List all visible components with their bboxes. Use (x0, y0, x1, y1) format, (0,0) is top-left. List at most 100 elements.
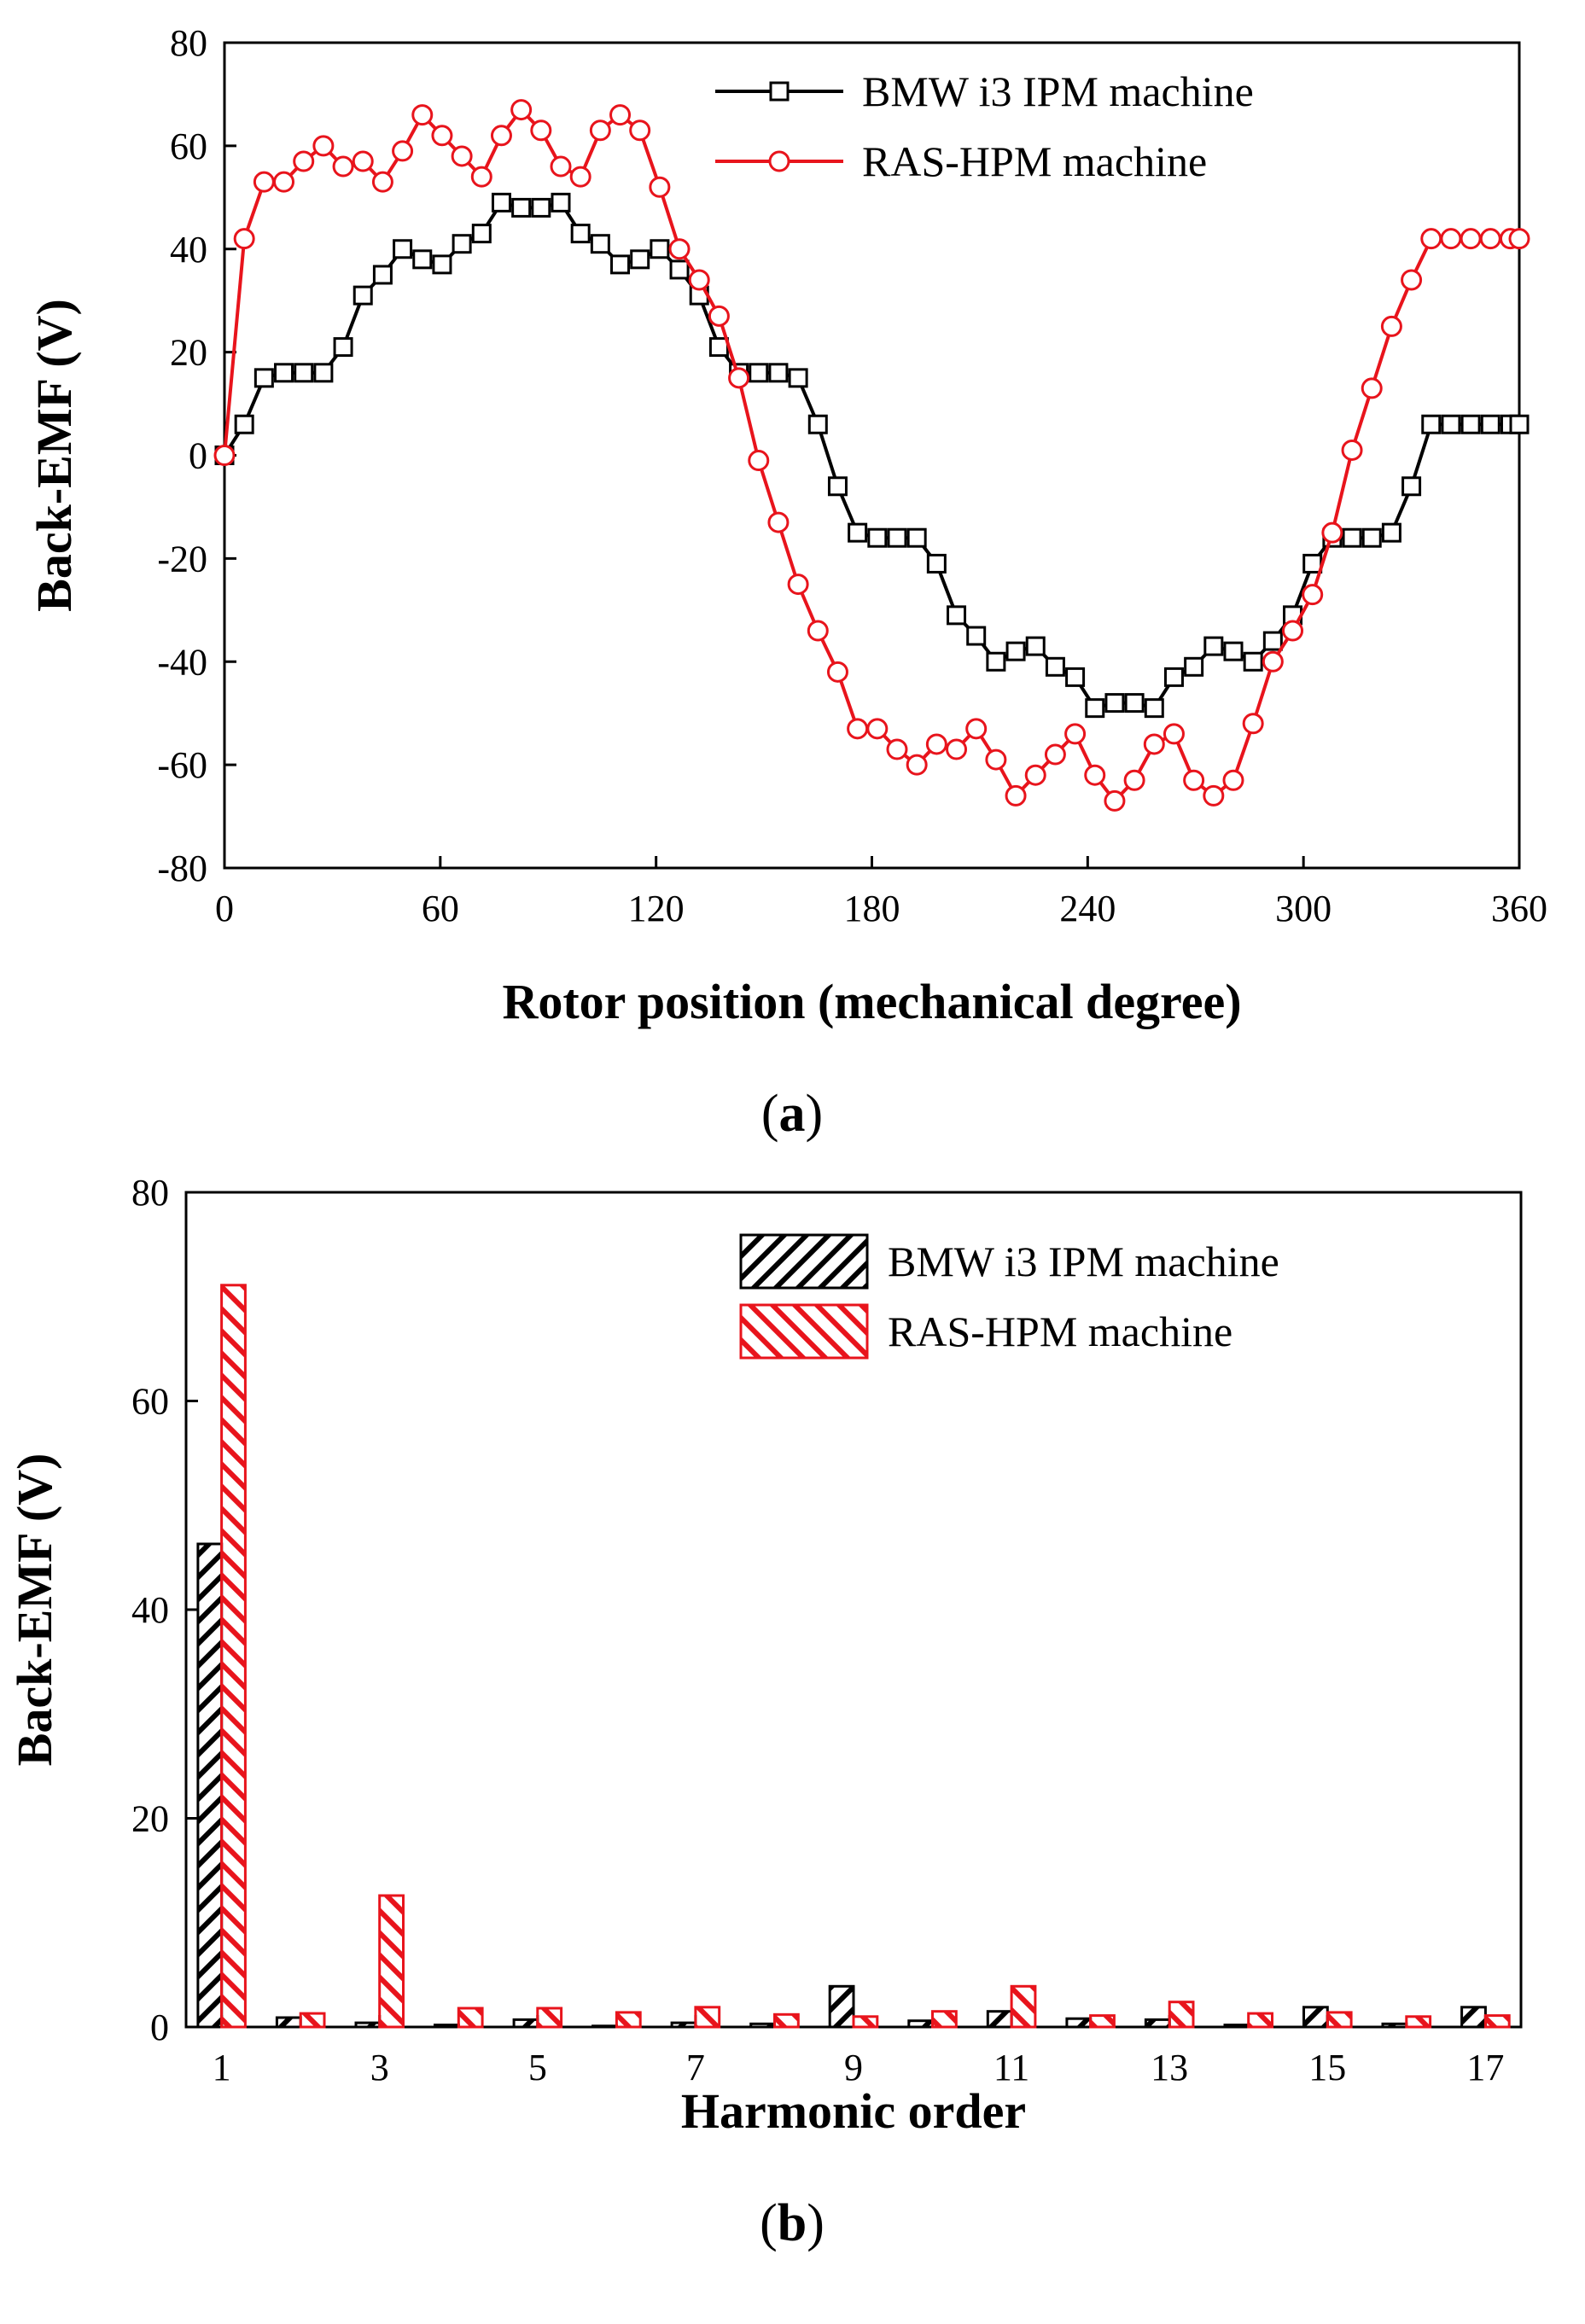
bar-ras (1168, 2001, 1195, 2029)
bar-ras (931, 2010, 958, 2029)
bar-bmw (1144, 2018, 1171, 2029)
y-tick-label: 60 (170, 125, 207, 167)
data-point (748, 450, 770, 472)
data-point (1441, 414, 1461, 434)
bar-ras (852, 2015, 879, 2029)
data-point (589, 119, 611, 142)
data-point (1143, 733, 1165, 755)
paren-open: ( (760, 2194, 778, 2252)
data-point (1479, 228, 1501, 250)
data-point (985, 748, 1007, 771)
y-tick-label: 40 (170, 229, 207, 271)
data-point (491, 192, 511, 213)
data-point (1302, 584, 1324, 606)
data-point (788, 368, 808, 388)
data-point (1242, 713, 1264, 735)
legend-label: BMW i3 IPM machine (862, 67, 1254, 115)
panel-label: (a) (761, 1085, 823, 1143)
bar-ras (1089, 2014, 1116, 2029)
bar-bmw (1460, 2006, 1487, 2029)
x-tick-label: 13 (1151, 2047, 1188, 2088)
data-point (1183, 769, 1205, 791)
data-point (1420, 228, 1442, 250)
bar-bmw (354, 2021, 382, 2029)
panel-label: (b) (760, 2194, 825, 2252)
data-point (452, 234, 472, 254)
legend-marker (768, 150, 790, 172)
data-point (708, 337, 729, 358)
y-tick-label: 20 (170, 332, 207, 374)
bars-group (196, 1284, 1511, 2029)
data-point (590, 234, 610, 254)
bar-bmw (1065, 2017, 1093, 2029)
axis-ticks: 0 60 120 180 240 300 360 80 60 40 20 0 -20 -40 -60 -80 (157, 22, 1547, 929)
data-point (688, 269, 710, 291)
data-point (393, 239, 413, 259)
legend: BMW i3 IPM machine RAS-HPM machine (739, 1233, 1279, 1360)
y-tick-label: 80 (131, 1172, 169, 1214)
y-tick-label: -80 (157, 847, 207, 889)
data-point (530, 119, 552, 142)
data-point (1508, 228, 1530, 250)
data-point (333, 337, 353, 358)
data-point (510, 99, 533, 121)
paren-close: ) (806, 1085, 824, 1143)
x-tick-label: 11 (994, 2047, 1029, 2088)
bar-ras (299, 2012, 326, 2029)
bar-ras (1326, 2011, 1353, 2029)
data-point (1381, 522, 1401, 543)
x-tick-label: 240 (1059, 888, 1116, 929)
bar-ras (1247, 2012, 1273, 2029)
data-point (708, 305, 730, 327)
y-tick-label: 20 (131, 1798, 169, 1840)
data-point (490, 125, 512, 147)
data-point (1085, 698, 1105, 719)
data-point (1124, 693, 1145, 714)
data-point (551, 192, 571, 213)
data-point (411, 104, 434, 126)
bar-bmw (1223, 2024, 1250, 2029)
data-point (867, 527, 888, 548)
data-point (1065, 667, 1086, 687)
data-point (531, 197, 551, 218)
data-point (353, 285, 373, 306)
data-point (1262, 631, 1283, 651)
data-point (1005, 784, 1027, 807)
data-point (1104, 693, 1125, 714)
bar-bmw (670, 2021, 697, 2029)
data-point (610, 254, 631, 275)
panel-letter: b (778, 2194, 807, 2252)
data-point (511, 197, 532, 218)
data-point (1025, 636, 1046, 656)
data-point (233, 228, 255, 250)
data-point (826, 661, 848, 683)
bar-ras (694, 2006, 721, 2029)
data-point (412, 249, 433, 270)
data-point (1163, 667, 1184, 687)
x-tick-label: 9 (844, 2047, 863, 2088)
data-point (906, 527, 927, 548)
data-point (965, 718, 988, 740)
data-point (807, 414, 828, 434)
x-tick-label: 7 (686, 2047, 705, 2088)
data-point (1440, 228, 1462, 250)
line-chart-panel: 0 60 120 180 240 300 360806040200-20-40-60-80 … (26, 22, 1547, 1143)
y-tick-label: -40 (157, 641, 207, 683)
x-tick-label: 300 (1275, 888, 1332, 929)
data-point (451, 145, 473, 167)
data-point (550, 155, 572, 178)
x-tick-label: 15 (1308, 2047, 1346, 2088)
data-point (1421, 414, 1442, 434)
data-point (807, 620, 829, 642)
data-point (432, 254, 452, 275)
x-tick-label: 5 (528, 2047, 547, 2088)
x-axis-title: Harmonic order (681, 2083, 1026, 2139)
data-point (887, 527, 907, 548)
bar-bmw (749, 2022, 777, 2029)
x-tick-label: 180 (844, 888, 900, 929)
y-tick-label: 0 (189, 435, 207, 477)
data-point (1509, 414, 1530, 434)
data-point (1361, 377, 1383, 399)
x-tick-label: 17 (1466, 2047, 1504, 2088)
data-point (1321, 521, 1343, 544)
